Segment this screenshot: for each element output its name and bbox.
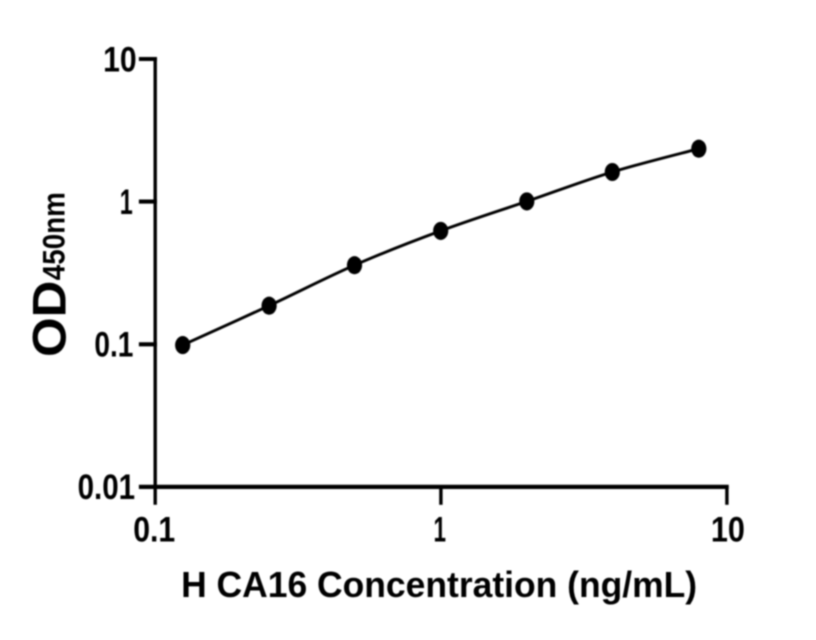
svg-text:H CA16 Concentration (ng/mL): H CA16 Concentration (ng/mL) (181, 564, 697, 605)
svg-text:1: 1 (120, 183, 133, 222)
svg-text:0.01: 0.01 (78, 468, 136, 507)
svg-text:0.1: 0.1 (94, 326, 133, 365)
svg-text:1: 1 (433, 510, 446, 549)
svg-text:OD450nm: OD450nm (24, 192, 77, 357)
svg-text:10: 10 (103, 40, 137, 79)
svg-text:0.1: 0.1 (133, 510, 175, 549)
svg-text:10: 10 (711, 510, 745, 549)
